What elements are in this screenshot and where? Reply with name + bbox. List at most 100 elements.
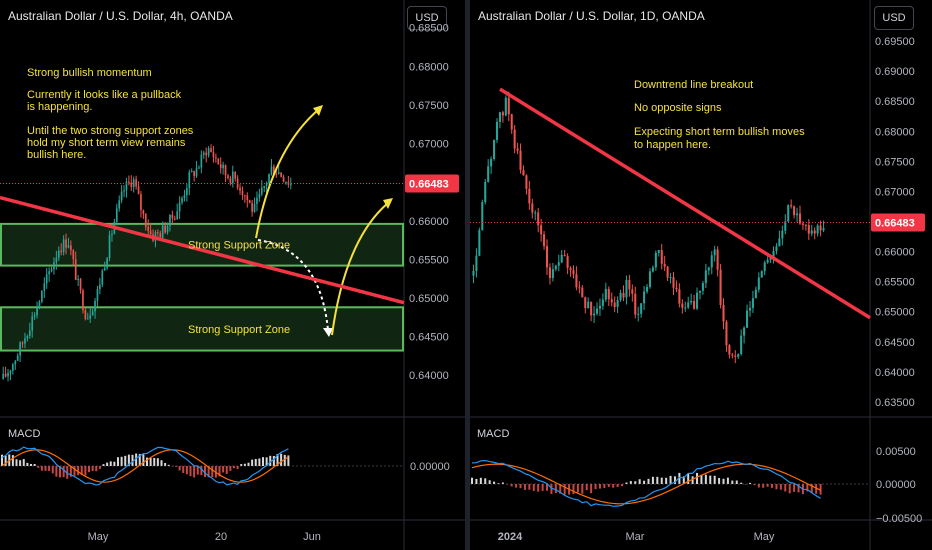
left-y-tick-label: 0.65500: [409, 254, 449, 266]
right-y-tick-label: 0.67500: [875, 156, 915, 168]
left-candle-body: [222, 164, 224, 169]
left-candle-body: [193, 171, 195, 177]
right-candle-body: [775, 246, 778, 252]
right-candle-body: [560, 254, 563, 263]
right-candle-body: [587, 301, 590, 308]
left-candle-body: [77, 278, 79, 280]
right-macd-histogram-bar: [656, 476, 659, 484]
left-macd-histogram-bar: [276, 454, 279, 466]
right-candle-body: [501, 112, 504, 116]
right-last-price-text: 0.66483: [875, 218, 915, 230]
right-macd-histogram-bar: [669, 475, 672, 484]
right-candle-body: [619, 292, 622, 300]
right-macd-histogram-bar: [806, 484, 809, 492]
left-candle-body: [125, 181, 128, 191]
left-annotation-line: Strong bullish momentum: [27, 67, 152, 79]
right-chart-svg: 0.69500 0.69000 0.68500 0.68000 0.67500 0.670…: [470, 0, 932, 550]
right-macd-tick-label: 0.00000: [876, 479, 916, 491]
right-macd-histogram-bar: [528, 484, 531, 490]
left-candle-body: [207, 148, 210, 156]
left-candle-body: [246, 195, 249, 201]
right-candle-body: [616, 299, 619, 308]
right-macd-histogram-bar: [696, 472, 699, 484]
right-macd-histogram-bar: [713, 475, 716, 484]
right-macd-histogram-bar: [647, 478, 650, 484]
left-macd-histogram-bar: [258, 458, 261, 466]
left-macd-histogram-bar: [222, 466, 225, 473]
right-macd-histogram-bar: [793, 484, 796, 492]
right-candle-body: [757, 277, 760, 290]
right-candle-body: [481, 202, 484, 231]
left-candle-body: [120, 191, 123, 201]
left-candle-body: [7, 372, 9, 377]
left-currency-button[interactable]: USD: [407, 6, 447, 30]
left-candle-body: [123, 190, 125, 192]
right-candle-body: [707, 267, 710, 271]
left-macd-histogram-bar: [287, 455, 290, 466]
left-candle-body: [28, 330, 31, 336]
left-macd-histogram-bar: [178, 466, 181, 471]
right-macd-histogram-bar: [753, 484, 756, 486]
right-candle-body: [484, 181, 487, 203]
left-macd-histogram-bar: [91, 466, 94, 472]
right-macd-histogram-bar: [590, 484, 593, 494]
left-candle-body: [142, 210, 145, 215]
left-candle-body: [137, 186, 140, 195]
right-annotation-line: Expecting short term bullish moves: [634, 126, 805, 138]
right-candle-body: [669, 277, 672, 279]
right-candle-body: [678, 289, 681, 304]
right-candle-body: [681, 303, 684, 308]
right-candle-body: [613, 302, 616, 308]
left-macd-histogram-bar: [262, 457, 264, 466]
left-macd-histogram-bar: [22, 459, 25, 466]
right-macd-histogram-bar: [709, 475, 712, 484]
left-macd-histogram-bar: [283, 454, 286, 466]
left-macd-histogram-bar: [88, 466, 90, 473]
left-macd-histogram-bar: [77, 466, 80, 476]
left-candle-body: [31, 316, 34, 331]
left-candle-body: [186, 188, 188, 196]
left-macd-histogram-bar: [251, 459, 254, 466]
right-candle-body: [690, 300, 693, 303]
left-candle-body: [202, 152, 205, 155]
left-candle-body: [4, 373, 7, 377]
right-candle-body: [687, 302, 690, 308]
right-macd-histogram-bar: [621, 484, 624, 487]
right-macd-histogram-bar: [735, 480, 738, 484]
left-candle-body: [166, 226, 169, 233]
left-candle-body: [282, 176, 285, 182]
right-macd-line: [471, 459, 821, 507]
left-macd-histogram-bar: [200, 466, 203, 476]
right-candle-body: [507, 97, 510, 115]
left-candle-body: [2, 373, 5, 380]
left-candle-body: [115, 208, 118, 222]
left-candle-body: [273, 166, 275, 174]
right-candle-body: [822, 228, 825, 231]
left-candle-body: [234, 171, 237, 179]
right-currency-button[interactable]: USD: [874, 6, 914, 30]
right-candle-body: [807, 225, 810, 234]
left-candle-body: [280, 172, 282, 177]
right-candle-body: [575, 274, 578, 288]
right-candle-body: [684, 307, 687, 309]
right-macd-histogram-bar: [682, 476, 685, 484]
left-candle-body: [215, 157, 217, 159]
left-macd-histogram-bar: [120, 456, 123, 466]
left-candle-body: [176, 211, 179, 220]
panel-divider[interactable]: [465, 0, 470, 550]
left-macd-histogram-bar: [167, 464, 170, 466]
right-macd-histogram-bar: [537, 484, 540, 492]
right-macd-label: MACD: [477, 428, 510, 440]
left-support-zone-label: Strong Support Zone: [188, 324, 290, 336]
left-candle-body: [57, 250, 60, 258]
right-y-tick-label: 0.65500: [875, 277, 915, 289]
left-macd-histogram-bar: [131, 454, 134, 466]
right-candle-body: [610, 299, 613, 303]
right-macd-histogram-bar: [638, 479, 641, 484]
left-macd-histogram-bar: [146, 457, 148, 466]
right-candle-body: [722, 304, 725, 322]
right-y-tick-label: 0.69000: [875, 66, 915, 78]
left-macd-histogram-bar: [127, 454, 130, 466]
right-macd-histogram-bar: [607, 484, 610, 488]
right-macd-histogram-bar: [488, 480, 491, 484]
